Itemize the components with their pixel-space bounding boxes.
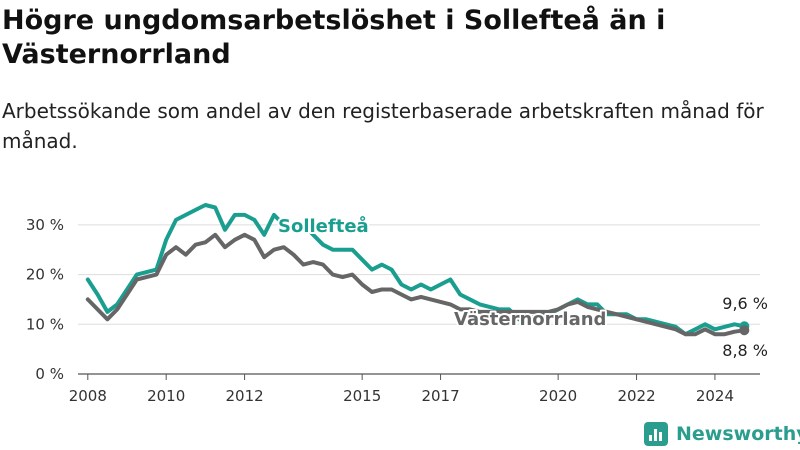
series-labels: Sollefteå 9,6 % Västernorrland 8,8 % xyxy=(276,213,768,360)
chart-subtitle: Arbetssökande som andel av den registerb… xyxy=(2,99,764,153)
y-axis: 0 % 10 % 20 % 30 % xyxy=(26,216,64,383)
series-label-solleftea-: Sollefteå xyxy=(278,215,369,237)
x-tick-label: 2022 xyxy=(617,387,655,405)
y-tick-label: 30 % xyxy=(26,216,64,234)
series-label-va-sternorrland: Västernorrland xyxy=(454,309,606,330)
brand-name: Newsworthy xyxy=(676,423,800,445)
x-tick-label: 2008 xyxy=(69,387,107,405)
x-tick-label: 2015 xyxy=(343,387,381,405)
x-tick-label: 2020 xyxy=(539,387,577,405)
y-tick-label: 10 % xyxy=(26,315,64,333)
grid xyxy=(78,224,760,375)
end-label-va-sternorrland: 8,8 % xyxy=(722,341,768,360)
newsworthy-logo: Newsworthy xyxy=(644,420,800,448)
x-tick-label: 2012 xyxy=(225,387,263,405)
x-tick-label: 2017 xyxy=(421,387,459,405)
x-tick-label: 2010 xyxy=(147,387,185,405)
end-point-va-sternorrland xyxy=(739,325,750,336)
series-lines xyxy=(85,203,750,337)
x-axis: 2008 2010 2012 2015 2017 2020 2022 2024 xyxy=(69,374,734,405)
x-tick-label: 2024 xyxy=(696,387,734,405)
chart-title: Högre ungdomsarbetslöshet i Sollefteå än… xyxy=(2,5,666,70)
y-tick-label: 0 % xyxy=(35,365,64,383)
bar-chart-icon xyxy=(644,422,668,446)
end-label-solleftea-: 9,6 % xyxy=(722,294,768,313)
y-tick-label: 20 % xyxy=(26,266,64,284)
series-line-va-sternorrland xyxy=(85,232,747,337)
